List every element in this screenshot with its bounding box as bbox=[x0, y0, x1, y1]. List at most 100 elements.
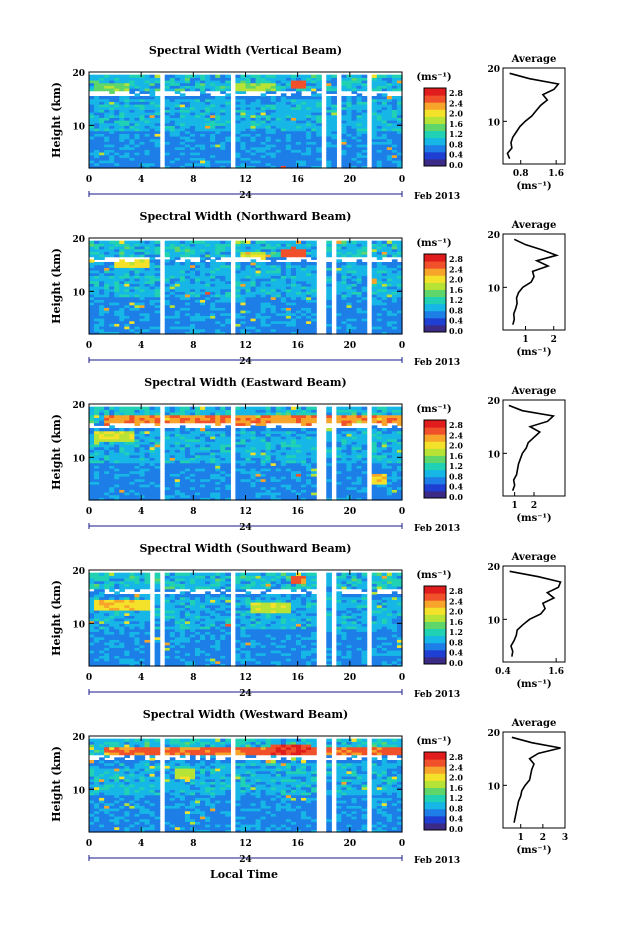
heatmap-cell bbox=[154, 296, 161, 300]
heatmap-cell bbox=[215, 420, 221, 424]
heatmap-cell bbox=[306, 98, 312, 102]
heatmap-cell bbox=[129, 288, 136, 292]
heatmap-cell bbox=[270, 96, 277, 100]
heatmap-cell bbox=[371, 312, 378, 316]
heatmap-cell bbox=[94, 74, 100, 78]
heatmap-cell bbox=[205, 486, 211, 490]
heatmap-cell bbox=[255, 310, 262, 314]
heatmap-cell bbox=[149, 414, 156, 418]
heatmap-cell bbox=[215, 146, 221, 150]
heatmap-cell bbox=[174, 283, 181, 287]
heatmap-cell bbox=[104, 128, 110, 132]
heatmap-cell bbox=[215, 286, 221, 290]
heatmap-cell bbox=[240, 144, 247, 148]
heatmap-cell bbox=[179, 473, 186, 477]
heatmap-cell bbox=[215, 114, 221, 118]
heatmap-cell bbox=[124, 294, 130, 298]
heatmap-cell bbox=[326, 312, 332, 316]
heatmap-cell bbox=[280, 117, 287, 121]
heatmap-cell bbox=[215, 264, 221, 268]
heatmap-cell bbox=[255, 264, 262, 268]
heatmap-cell bbox=[270, 275, 277, 279]
heatmap-cell bbox=[346, 133, 353, 137]
heatmap-cell bbox=[225, 109, 231, 113]
heatmap-cell bbox=[109, 465, 115, 469]
heatmap-cell bbox=[109, 138, 115, 142]
heatmap-cell bbox=[109, 291, 115, 295]
heatmap-cell bbox=[361, 98, 368, 102]
heatmap-cell bbox=[295, 90, 302, 94]
heatmap-cell bbox=[124, 141, 130, 145]
heatmap-cell bbox=[376, 165, 383, 169]
heatmap-cell bbox=[396, 106, 403, 110]
heatmap-cell bbox=[89, 160, 95, 164]
heatmap-cell bbox=[154, 457, 161, 461]
heatmap-cell bbox=[104, 430, 110, 434]
heatmap-cell bbox=[195, 128, 201, 132]
heatmap-cell bbox=[225, 425, 231, 429]
heatmap-cell bbox=[280, 275, 287, 279]
heatmap-cell bbox=[109, 275, 115, 279]
heatmap-cell bbox=[391, 267, 398, 271]
heatmap-cell bbox=[129, 494, 136, 498]
heatmap-cell bbox=[225, 149, 231, 153]
heatmap-cell bbox=[255, 323, 262, 327]
heatmap-cell bbox=[225, 299, 231, 303]
heatmap-cell bbox=[255, 457, 262, 461]
heatmap-cell bbox=[265, 144, 272, 148]
heatmap-cell bbox=[311, 120, 317, 124]
heatmap-cell bbox=[391, 307, 398, 311]
heatmap-cell bbox=[109, 326, 115, 330]
heatmap-cell bbox=[205, 106, 211, 110]
heatmap-cell bbox=[376, 98, 383, 102]
heatmap-cell bbox=[306, 328, 312, 332]
heatmap-cell bbox=[89, 146, 95, 150]
heatmap-cell bbox=[295, 117, 302, 121]
heatmap-cell bbox=[179, 460, 186, 464]
heatmap-cell bbox=[104, 328, 110, 332]
heatmap-cell bbox=[285, 248, 292, 252]
heatmap-cell bbox=[275, 320, 282, 324]
heatmap-cell bbox=[235, 125, 242, 129]
heatmap-cell bbox=[119, 468, 125, 472]
colorbar bbox=[423, 87, 447, 167]
heatmap-cell bbox=[164, 259, 171, 263]
heatmap-cell bbox=[129, 294, 136, 298]
heatmap-cell bbox=[386, 315, 393, 319]
heatmap-cell bbox=[265, 246, 272, 250]
heatmap-cell bbox=[351, 101, 358, 105]
heatmap-cell bbox=[346, 117, 353, 121]
heatmap-cell bbox=[169, 160, 176, 164]
heatmap-cell bbox=[169, 481, 176, 485]
heatmap-cell bbox=[124, 267, 130, 271]
heatmap-cell bbox=[220, 264, 226, 268]
heatmap-cell bbox=[174, 286, 181, 290]
heatmap-cell bbox=[301, 264, 307, 268]
heatmap-cell bbox=[356, 138, 363, 142]
colorbar-swatch bbox=[424, 296, 446, 305]
heatmap-cell bbox=[316, 85, 322, 89]
heatmap-cell bbox=[119, 141, 125, 145]
colorbar-tick-label: 0.4 bbox=[449, 150, 463, 160]
heatmap-cell bbox=[104, 486, 110, 490]
heatmap-cell bbox=[290, 141, 297, 145]
heatmap-cell bbox=[245, 251, 252, 255]
heatmap-cell bbox=[210, 98, 216, 102]
heatmap-cell bbox=[240, 141, 247, 145]
heatmap-cell bbox=[184, 465, 191, 469]
heatmap-cell bbox=[245, 465, 252, 469]
heatmap-cell bbox=[270, 254, 277, 258]
heatmap-cell bbox=[129, 484, 136, 488]
heatmap-cell bbox=[144, 291, 151, 295]
heatmap-cell bbox=[210, 141, 216, 145]
heatmap-cell bbox=[326, 141, 332, 145]
heatmap-cell bbox=[89, 449, 95, 453]
heatmap-cell bbox=[376, 117, 383, 121]
heatmap-cell bbox=[290, 248, 297, 252]
heatmap-cell bbox=[250, 272, 257, 276]
heatmap-cell bbox=[295, 283, 302, 287]
heatmap-cell bbox=[200, 446, 206, 450]
heatmap-cell bbox=[89, 462, 95, 466]
heatmap-cell bbox=[275, 157, 282, 161]
heatmap-cell bbox=[346, 315, 353, 319]
